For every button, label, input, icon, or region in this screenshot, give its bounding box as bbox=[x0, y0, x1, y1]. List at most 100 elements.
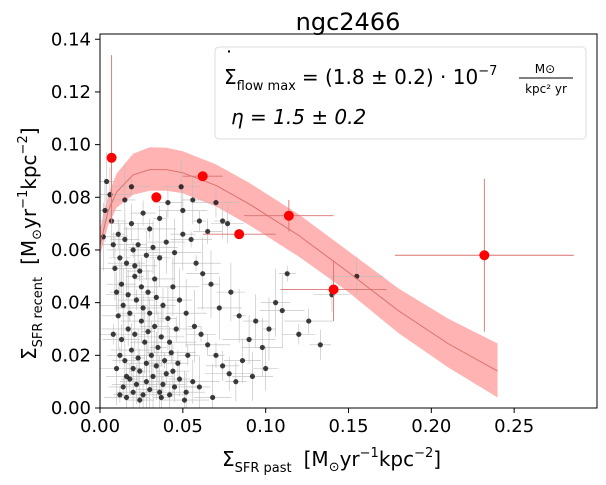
region-point bbox=[219, 363, 226, 369]
region-point bbox=[138, 318, 145, 324]
region-point bbox=[205, 342, 211, 348]
region-point bbox=[122, 236, 128, 243]
region-point bbox=[259, 344, 265, 351]
region-point bbox=[153, 294, 159, 300]
y-tick-label: 0.00 bbox=[51, 398, 91, 419]
region-point bbox=[135, 355, 141, 361]
region-point bbox=[208, 281, 214, 287]
region-point bbox=[175, 360, 181, 366]
region-point bbox=[132, 263, 138, 269]
region-point bbox=[317, 342, 323, 348]
region-point bbox=[196, 384, 202, 390]
region-point bbox=[118, 336, 125, 343]
region-point bbox=[191, 323, 198, 329]
region-point bbox=[170, 284, 176, 290]
region-point bbox=[196, 218, 202, 224]
region-point bbox=[163, 239, 169, 245]
region-point bbox=[112, 265, 118, 272]
region-point bbox=[171, 384, 178, 390]
region-point bbox=[158, 334, 164, 340]
region-point bbox=[180, 207, 186, 214]
region-point bbox=[205, 228, 211, 235]
region-point bbox=[273, 300, 279, 306]
region-point bbox=[166, 339, 173, 345]
region-point bbox=[147, 226, 153, 232]
region-point bbox=[168, 350, 174, 356]
region-point bbox=[152, 323, 158, 329]
region-point bbox=[123, 394, 130, 401]
region-point bbox=[142, 339, 148, 345]
region-point bbox=[249, 373, 256, 379]
binned-point bbox=[106, 152, 117, 163]
region-point bbox=[140, 305, 146, 311]
region-point bbox=[122, 197, 128, 203]
region-point bbox=[165, 315, 171, 322]
region-point bbox=[210, 394, 216, 401]
region-point bbox=[284, 271, 290, 277]
region-point bbox=[165, 199, 171, 206]
y-tick-label: 0.10 bbox=[51, 135, 91, 156]
region-point bbox=[128, 184, 135, 190]
legend-box bbox=[214, 46, 587, 140]
region-point bbox=[102, 207, 108, 214]
region-point bbox=[118, 281, 125, 287]
binned-point bbox=[479, 250, 490, 261]
region-point bbox=[228, 289, 234, 295]
region-point bbox=[110, 242, 116, 248]
region-point bbox=[115, 231, 121, 237]
region-point bbox=[183, 389, 189, 395]
region-point bbox=[145, 289, 151, 295]
region-point bbox=[263, 365, 269, 372]
region-point bbox=[176, 297, 183, 303]
region-point bbox=[117, 255, 123, 261]
region-point bbox=[120, 302, 126, 308]
x-axis-ticks: 0.00 0.05 0.10 0.15 0.20 0.25 bbox=[80, 408, 534, 437]
y-tick-label: 0.04 bbox=[51, 293, 91, 314]
region-point bbox=[140, 210, 146, 216]
x-tick-label: 0.15 bbox=[328, 416, 368, 437]
region-point bbox=[152, 276, 158, 282]
region-point bbox=[171, 250, 178, 256]
region-point bbox=[190, 197, 196, 203]
region-point bbox=[137, 268, 143, 274]
region-point bbox=[132, 331, 138, 337]
region-point bbox=[233, 379, 239, 385]
region-point bbox=[113, 365, 120, 372]
region-point bbox=[110, 331, 116, 337]
region-point bbox=[147, 310, 153, 316]
region-points bbox=[100, 178, 360, 403]
legend-line2: η = 1.5 ± 0.2 bbox=[231, 105, 366, 129]
region-point bbox=[125, 292, 131, 298]
region-point bbox=[145, 329, 151, 335]
region-point bbox=[143, 360, 149, 366]
region-point bbox=[200, 271, 206, 277]
region-point bbox=[130, 365, 136, 372]
region-point bbox=[166, 392, 173, 398]
x-tick-label: 0.25 bbox=[494, 416, 534, 437]
region-point bbox=[143, 379, 149, 385]
region-point bbox=[133, 297, 140, 303]
region-point bbox=[198, 331, 204, 337]
region-point bbox=[158, 394, 164, 401]
region-point bbox=[157, 215, 163, 221]
region-point bbox=[170, 368, 176, 374]
x-tick-label: 0.00 bbox=[80, 416, 120, 437]
region-point bbox=[236, 313, 242, 319]
region-point bbox=[132, 273, 138, 279]
binned-points bbox=[106, 152, 490, 295]
region-point bbox=[216, 305, 222, 311]
region-point bbox=[190, 379, 196, 385]
legend-sigma-dot: ˙ bbox=[224, 47, 234, 71]
legend-line1: Σflow max = (1.8 ± 0.2) · 10−7 bbox=[224, 64, 497, 94]
region-point bbox=[137, 368, 143, 374]
region-point bbox=[163, 371, 169, 377]
region-point bbox=[181, 397, 188, 403]
region-point bbox=[296, 331, 302, 337]
region-point bbox=[213, 352, 219, 358]
region-point bbox=[193, 260, 199, 266]
region-point bbox=[127, 310, 133, 316]
region-point bbox=[117, 392, 123, 398]
y-axis-label: ΣSFR recent[M⊙yr−1kpc−2] bbox=[16, 127, 46, 360]
region-point bbox=[239, 357, 246, 364]
